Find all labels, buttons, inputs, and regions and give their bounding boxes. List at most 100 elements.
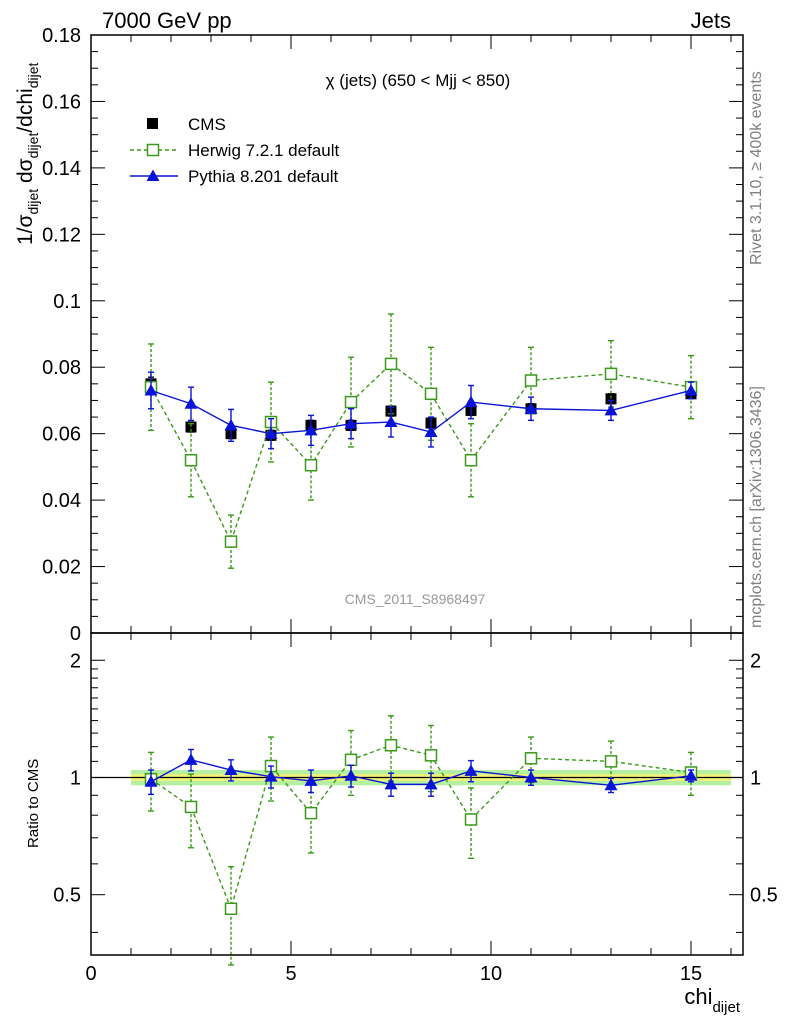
ratio-y-tick-label-right: 1 [750,767,761,789]
ratio-y-tick-label: 1 [70,767,81,789]
ratio-herwig-point [344,753,358,767]
ratio-herwig-point [424,749,438,762]
ratio-herwig-point [224,902,238,916]
legend-label-cms: CMS [188,115,226,134]
pythia-point [384,415,398,428]
pythia-point [524,402,538,414]
pythia-point [184,397,198,409]
ratio-herwig-point [464,813,478,826]
pythia-point [424,425,438,438]
header-left: 7000 GeV pp [102,8,232,33]
ratio-herwig-point [524,752,538,765]
ratio-herwig-line [150,744,692,911]
ratio-uncertainty-band [91,770,743,786]
pythia-point [344,417,358,429]
pythia-point [304,423,318,436]
ratio-y-tick-label-right: 2 [750,650,761,672]
ratio-pythia-point [184,753,198,765]
pythia-series [144,371,698,450]
main-y-tick-label: 0.1 [53,291,81,313]
herwig-point [464,453,478,467]
pythia-point [604,403,618,416]
ratio-herwig-point [304,806,318,820]
main-panel: 0 0.02 0.04 0.06 0.08 0.1 0.12 0.14 0.16 0.18 χ (… [14,25,744,645]
main-y-tick-label: 0.04 [42,490,81,512]
legend-entry-pythia: Pythia 8.201 default [130,167,339,186]
side-label-rivet: Rivet 3.1.10, ≥ 400k events [748,71,765,265]
main-y-tick-label: 0.02 [42,557,81,579]
main-data-series [144,313,698,569]
ratio-pythia-point [384,777,398,790]
ratio-pythia-point [224,763,238,776]
ylabel-part-3: /dchi [14,88,37,132]
herwig-line [150,362,692,544]
main-y-tick-label: 0 [70,623,81,645]
x-tick-label: 0 [85,963,96,985]
x-axis-label-sub: dijet [712,999,740,1016]
ratio-pythia-point [684,769,698,781]
main-y-tick-label: 0.12 [42,224,81,246]
x-axis-label-main: chi [684,984,712,1009]
herwig-point [384,357,398,371]
ratio-pythia-point [304,774,318,786]
x-axis-label: chidijet [684,984,740,1016]
pythia-point [224,418,238,431]
header-right: Jets [690,8,731,33]
legend-label-pythia: Pythia 8.201 default [188,167,339,186]
ratio-pythia-series [144,748,698,797]
ratio-pythia-point [264,770,278,782]
ratio-pythia-point [524,770,538,783]
ratio-pythia-line [150,759,692,786]
legend: CMS Herwig 7.2.1 default Pythia 8.201 de… [130,115,339,186]
main-y-tick-label: 0.16 [42,91,81,113]
main-y-axis-label: 1/σdijet dσdijet/dchidijet [14,63,41,245]
ylabel-sub-2: dijet [25,133,41,159]
legend-label-herwig: Herwig 7.2.1 default [188,141,339,160]
ratio-pythia-point [604,778,618,791]
pythia-line [150,389,692,435]
side-label-mcplots: mcplots.cern.ch [arXiv:1306.3436] [748,386,765,628]
herwig-point [344,395,358,409]
ratio-herwig-series [144,715,698,966]
legend-marker-pythia [146,169,160,181]
main-y-tick-label: 0.14 [42,158,81,180]
herwig-point [184,453,198,467]
main-y-tick-labels: 0 0.02 0.04 0.06 0.08 0.1 0.12 0.14 0.16 0.18 [42,25,81,645]
herwig-point [304,458,318,472]
cms-point [185,421,197,433]
main-y-tick-label: 0.06 [42,424,81,446]
ratio-y-axis-label: Ratio to CMS [25,759,42,848]
herwig-point [524,374,538,387]
herwig-point [224,535,238,548]
ratio-frame [90,632,744,956]
ylabel-part-1: 1/σ [14,214,37,245]
ratio-pythia-point [424,777,438,790]
pythia-point [264,427,278,439]
ratio-data-series [144,715,698,966]
main-y-tick-label: 0.08 [42,357,81,379]
legend-entry-herwig: Herwig 7.2.1 default [130,141,339,160]
ylabel-sub-3: dijet [25,63,41,89]
ratio-pythia-point [464,764,478,776]
legend-marker-cms [147,118,158,129]
ratio-herwig-point [384,738,398,752]
herwig-point [604,367,618,381]
x-tick-label: 5 [285,963,296,985]
cms-point [605,393,617,405]
pythia-point [144,383,158,396]
plot-title: χ (jets) (650 < Mjj < 850) [326,71,511,90]
ratio-y-tick-label: 0.5 [53,885,81,907]
ratio-herwig-point [184,800,198,814]
ratio-pythia-point [144,775,158,787]
legend-entry-cms: CMS [147,115,226,134]
herwig-point [424,387,438,401]
ratio-panel: 0.5 0.5 1 1 2 2 0 5 10 15 Ratio to CMS chidijet [25,632,778,1016]
ylabel-part-2: dσ [14,158,37,189]
ratio-herwig-point [604,755,618,768]
watermark: CMS_2011_S8968497 [345,591,486,607]
x-tick-labels: 0 5 10 15 [85,963,702,985]
ratio-y-tick-label: 2 [70,650,81,672]
x-tick-label: 10 [480,963,502,985]
ratio-axis-ticks [90,633,743,955]
